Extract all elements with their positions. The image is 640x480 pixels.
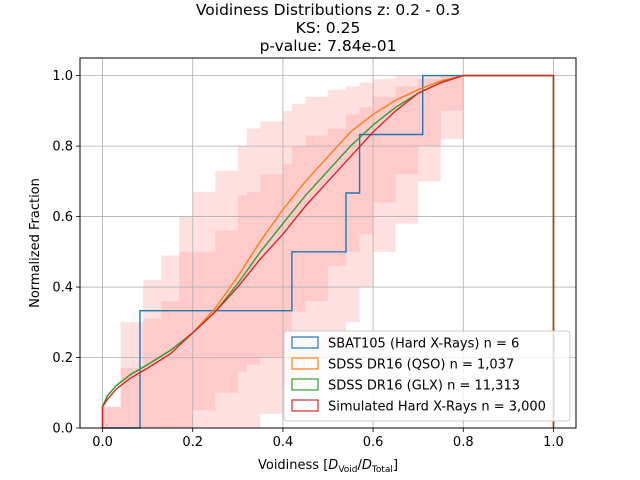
x-tick-label-5: 1.0 bbox=[543, 435, 564, 450]
chart-title-line-3: p-value: 7.84e-01 bbox=[260, 37, 397, 55]
y-tick-label-1: 0.2 bbox=[52, 351, 73, 366]
legend-frame bbox=[283, 330, 571, 422]
x-axis-label-sub2: Total bbox=[371, 465, 393, 475]
legend-label-2: SDSS DR16 (GLX) n = 11,313 bbox=[328, 379, 520, 394]
x-axis-label-suffix: ] bbox=[393, 458, 398, 473]
y-axis-ticks: 0.0 0.2 0.4 0.6 0.8 1.0 bbox=[52, 69, 80, 437]
x-axis-label-slash: / bbox=[358, 458, 363, 473]
x-axis-label-prefix: Voidiness [ bbox=[258, 458, 328, 473]
y-tick-label-5: 1.0 bbox=[52, 69, 73, 84]
legend-swatch-3 bbox=[291, 399, 319, 412]
x-tick-label-1: 0.2 bbox=[182, 435, 203, 450]
plot-frame bbox=[79, 57, 577, 429]
x-axis-label: Voidiness [DVoid/DTotal] bbox=[258, 458, 398, 475]
x-axis-label-d2: D bbox=[362, 458, 372, 473]
legend-label-3: Simulated Hard X-Rays n = 3,000 bbox=[328, 400, 546, 415]
y-tick-label-0: 0.0 bbox=[52, 422, 73, 437]
x-tick-label-3: 0.6 bbox=[363, 435, 384, 450]
y-axis-label: Normalized Fraction bbox=[28, 178, 43, 308]
x-tick-label-0: 0.0 bbox=[92, 435, 113, 450]
x-axis-label-d1: D bbox=[328, 458, 338, 473]
legend-label-0: SBAT105 (Hard X-Rays) n = 6 bbox=[328, 337, 519, 352]
cdf-series bbox=[101, 74, 555, 429]
y-tick-label-2: 0.4 bbox=[52, 281, 73, 296]
chart-title-line-2: KS: 0.25 bbox=[296, 19, 361, 37]
series-line-3 bbox=[101, 74, 555, 428]
y-tick-label-3: 0.6 bbox=[52, 210, 73, 225]
x-axis-label-sub1: Void bbox=[338, 465, 357, 475]
legend-swatch-1 bbox=[291, 357, 319, 370]
legend: SBAT105 (Hard X-Rays) n = 6 SDSS DR16 (QS… bbox=[283, 330, 571, 422]
y-tick-label-4: 0.8 bbox=[52, 140, 73, 155]
legend-swatch-0 bbox=[291, 336, 319, 349]
x-tick-label-2: 0.4 bbox=[273, 435, 294, 450]
chart-title-line-1: Voidiness Distributions z: 0.2 - 0.3 bbox=[196, 1, 460, 19]
legend-swatch-2 bbox=[291, 378, 319, 391]
series-line-0 bbox=[102, 74, 555, 429]
x-tick-label-4: 0.8 bbox=[453, 435, 474, 450]
legend-label-1: SDSS DR16 (QSO) n = 1,037 bbox=[328, 358, 514, 373]
x-axis-ticks: 0.0 0.2 0.4 0.6 0.8 1.0 bbox=[92, 428, 564, 450]
